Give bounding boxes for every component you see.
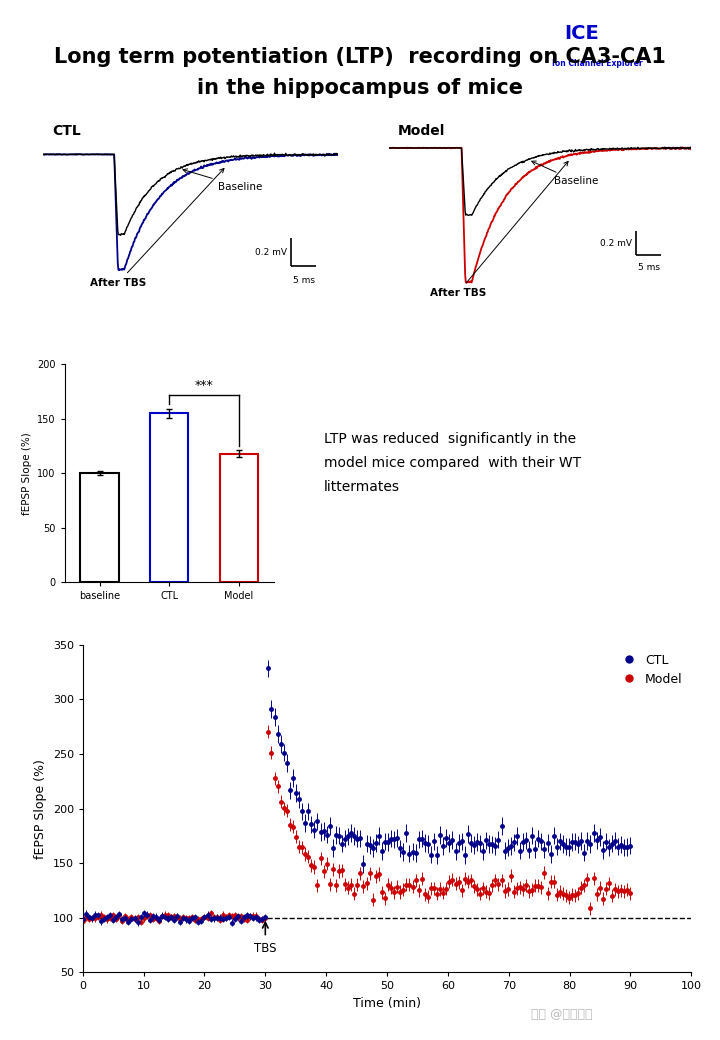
- Text: 0.2 mV: 0.2 mV: [256, 248, 287, 257]
- X-axis label: Time (min): Time (min): [353, 997, 421, 1010]
- Legend: CTL, Model: CTL, Model: [613, 651, 685, 688]
- Y-axis label: fEPSP Slope (%): fEPSP Slope (%): [34, 758, 47, 859]
- Text: 0.2 mV: 0.2 mV: [600, 239, 632, 248]
- Text: in the hippocampus of mice: in the hippocampus of mice: [197, 78, 523, 99]
- Text: LTP was reduced  significantly in the
model mice compared  with their WT
litterm: LTP was reduced significantly in the mod…: [324, 432, 581, 494]
- Text: Model: Model: [398, 124, 445, 138]
- Text: Long term potentiation (LTP)  recording on CA3-CA1: Long term potentiation (LTP) recording o…: [54, 47, 666, 68]
- Text: Ion Channel Explorer: Ion Channel Explorer: [552, 58, 643, 68]
- Text: Baseline: Baseline: [183, 168, 262, 191]
- Text: 知乎 @大话星空: 知乎 @大话星空: [531, 1008, 593, 1020]
- Bar: [220, 453, 258, 582]
- Text: Baseline: Baseline: [531, 161, 598, 186]
- Text: After TBS: After TBS: [430, 161, 568, 297]
- Text: 5 ms: 5 ms: [638, 263, 660, 272]
- Y-axis label: fEPSP Slope (%): fEPSP Slope (%): [22, 432, 32, 515]
- Text: 5 ms: 5 ms: [292, 276, 315, 285]
- Bar: [150, 413, 189, 582]
- Text: TBS: TBS: [254, 942, 276, 955]
- Bar: [81, 473, 119, 582]
- Text: ***: ***: [194, 380, 213, 392]
- Text: CTL: CTL: [52, 124, 81, 138]
- Text: After TBS: After TBS: [90, 168, 224, 288]
- Text: ICE: ICE: [564, 24, 599, 43]
